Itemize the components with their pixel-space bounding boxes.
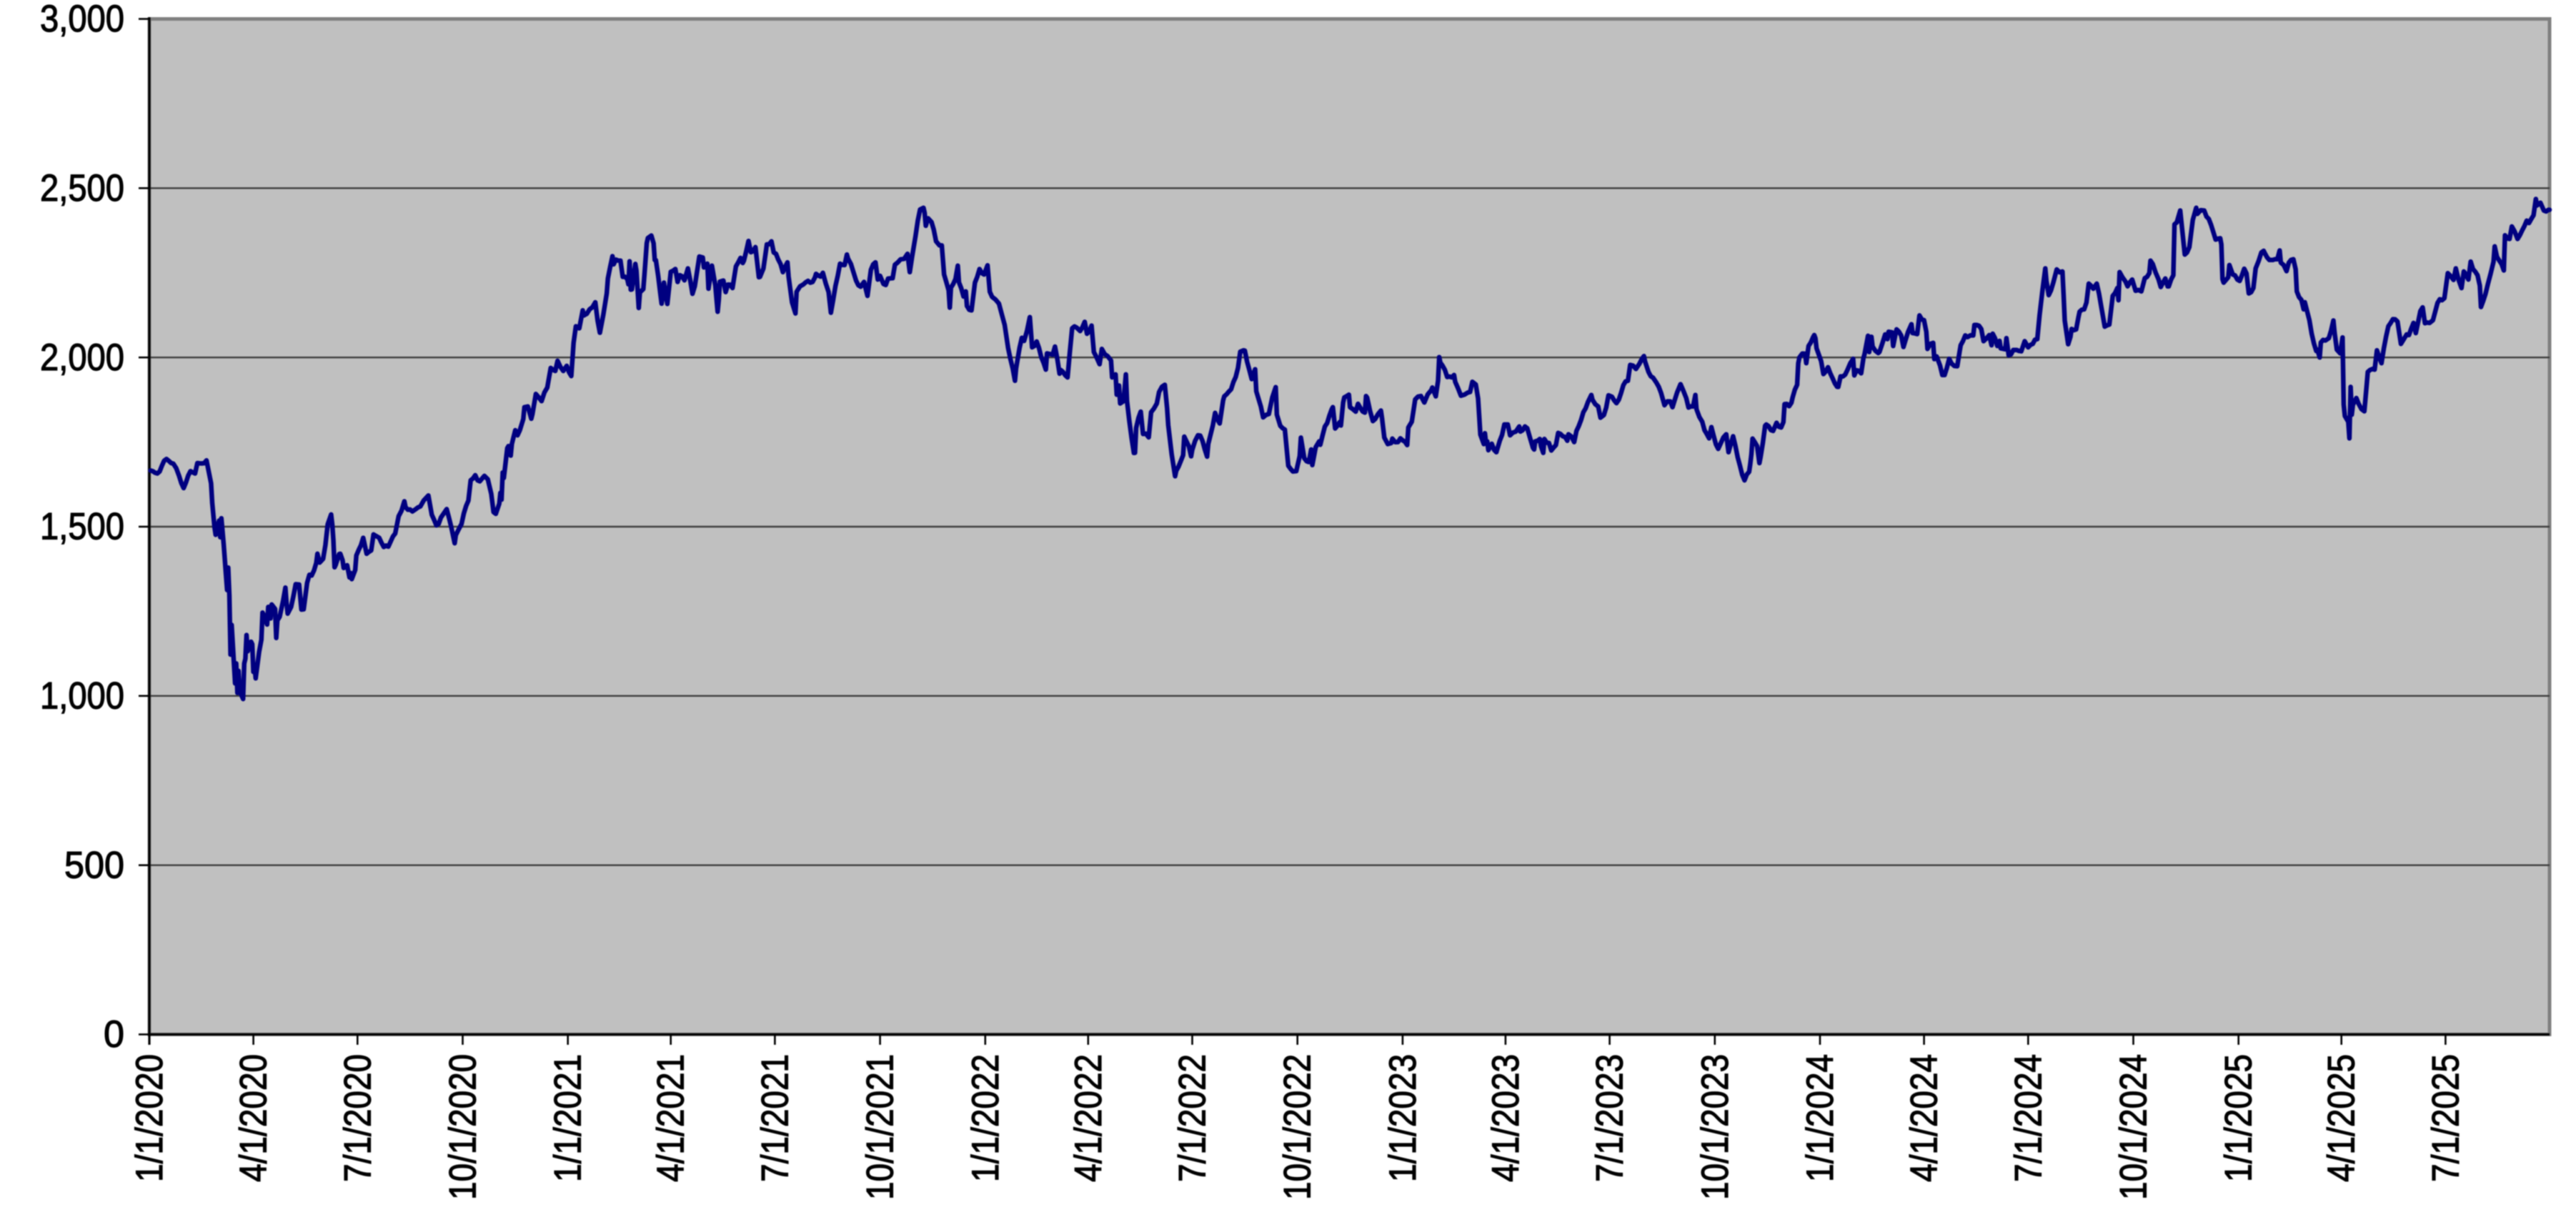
svg-text:4/1/2021: 4/1/2021 [650, 1054, 692, 1182]
svg-text:4/1/2025: 4/1/2025 [2321, 1054, 2363, 1182]
svg-text:1/1/2020: 1/1/2020 [129, 1054, 171, 1182]
svg-text:3,000: 3,000 [40, 0, 124, 40]
svg-text:10/1/2021: 10/1/2021 [860, 1054, 902, 1200]
svg-text:7/1/2021: 7/1/2021 [754, 1054, 796, 1182]
svg-text:7/1/2025: 7/1/2025 [2425, 1054, 2467, 1182]
svg-text:4/1/2020: 4/1/2020 [233, 1054, 275, 1182]
svg-text:7/1/2020: 7/1/2020 [337, 1054, 379, 1182]
svg-text:4/1/2022: 4/1/2022 [1068, 1054, 1110, 1182]
svg-text:1,500: 1,500 [40, 506, 124, 548]
svg-text:0: 0 [104, 1013, 124, 1055]
svg-text:10/1/2024: 10/1/2024 [2113, 1054, 2155, 1200]
svg-text:1/1/2021: 1/1/2021 [547, 1054, 590, 1182]
svg-text:2,000: 2,000 [40, 337, 124, 379]
svg-text:4/1/2023: 4/1/2023 [1485, 1054, 1527, 1182]
svg-text:1,000: 1,000 [40, 675, 124, 717]
svg-text:10/1/2020: 10/1/2020 [442, 1054, 484, 1200]
svg-text:7/1/2022: 7/1/2022 [1172, 1054, 1214, 1182]
svg-text:1/1/2022: 1/1/2022 [965, 1054, 1007, 1182]
svg-text:2,500: 2,500 [40, 167, 124, 209]
svg-text:1/1/2025: 1/1/2025 [2218, 1054, 2260, 1182]
svg-text:4/1/2024: 4/1/2024 [1904, 1054, 1946, 1182]
svg-text:1/1/2024: 1/1/2024 [1799, 1054, 1841, 1182]
svg-text:7/1/2023: 7/1/2023 [1589, 1054, 1631, 1182]
svg-text:1/1/2023: 1/1/2023 [1382, 1054, 1424, 1182]
svg-text:10/1/2023: 10/1/2023 [1694, 1054, 1736, 1200]
svg-text:10/1/2022: 10/1/2022 [1277, 1054, 1319, 1200]
svg-text:7/1/2024: 7/1/2024 [2007, 1054, 2049, 1182]
svg-text:500: 500 [64, 844, 124, 886]
